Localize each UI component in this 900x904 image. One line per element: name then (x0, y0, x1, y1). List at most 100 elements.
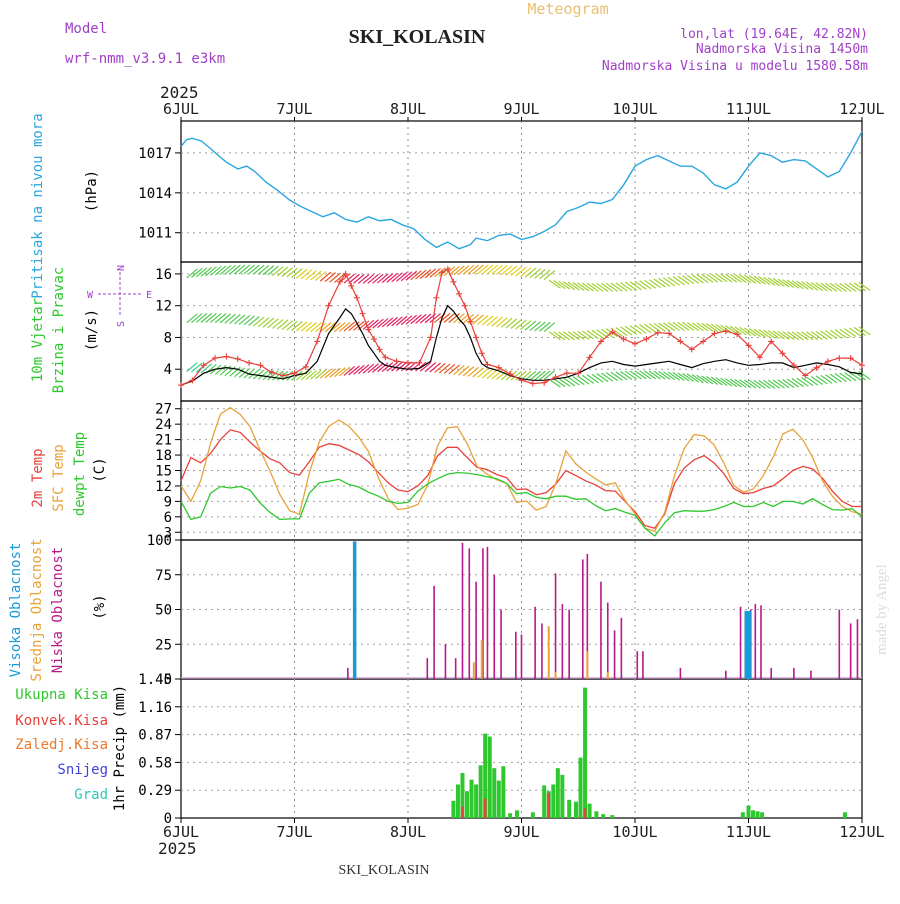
wind-gust-marker (405, 359, 411, 366)
wind-barb (453, 365, 465, 376)
year-bottom: 2025 (158, 839, 197, 858)
convective-precip-bar (547, 793, 550, 818)
wind-barb (725, 378, 738, 388)
wind-barb (686, 373, 700, 383)
wind-barb (229, 264, 241, 275)
wind-gust-marker (666, 330, 673, 337)
total-precip-bar (610, 815, 615, 818)
wind-barb (319, 271, 332, 282)
day-label-bottom: 12JUL (839, 823, 884, 841)
wind-barb (577, 375, 590, 385)
wind-barb (672, 371, 685, 382)
wind-barb (734, 378, 747, 388)
wind-barb (820, 282, 833, 292)
chart-marks (178, 131, 871, 818)
total-precip-bar (551, 784, 556, 818)
wind-barb (291, 321, 303, 331)
wind-barb (462, 366, 475, 377)
wind-barb (253, 369, 265, 380)
wind-barb (825, 282, 838, 292)
temperature-tick-label: 18 (155, 448, 172, 464)
wind-barb (319, 322, 332, 333)
wind-barb (314, 322, 327, 333)
wind-barb (248, 316, 260, 326)
wind-gust-marker (597, 338, 604, 345)
wind-gust-marker (461, 302, 468, 309)
wind-barb (334, 322, 346, 333)
wind-barb (286, 267, 298, 278)
wind-barb (405, 270, 418, 281)
wind-barb (429, 362, 441, 373)
wind-barb (558, 331, 571, 341)
legend-snow: Snijeg (57, 762, 108, 778)
low-cloud-bar (493, 574, 496, 679)
year-top: 2025 (160, 83, 199, 102)
wind-barb (605, 282, 618, 292)
wind-barb (381, 362, 394, 372)
day-label-bottom: 10JUL (612, 823, 657, 841)
wind-barb (419, 361, 432, 372)
wind-barb (586, 330, 599, 340)
wind-barb (567, 331, 580, 341)
wind-gust-marker (382, 354, 389, 361)
wind-barb (753, 275, 766, 285)
wind-barb (629, 281, 642, 291)
pressure-tick-label: 1017 (138, 146, 172, 162)
wind-gust-marker (342, 270, 349, 277)
wind-barb (744, 379, 757, 389)
wind-barb (639, 370, 652, 380)
wind-barb (663, 277, 676, 287)
wind-gust-marker (586, 354, 593, 361)
wind-gust-marker (768, 338, 775, 345)
compass-west: W (87, 290, 94, 301)
wind-gust-marker (291, 370, 298, 377)
wind-barb (615, 327, 628, 337)
wind-barb (267, 265, 279, 276)
wind-barb (562, 331, 576, 341)
wind-barb (415, 313, 427, 324)
wind-barb (848, 282, 862, 292)
precip-tick-label: 0.29 (138, 783, 172, 799)
wind-barb (372, 273, 384, 284)
wind-barb (705, 323, 719, 333)
wind-barb (596, 282, 609, 292)
wind-barb (815, 282, 828, 292)
temperature-tick-label: 9 (164, 494, 172, 510)
wind-barb (496, 265, 508, 275)
wind-barb (620, 326, 633, 336)
wind-barb (324, 368, 337, 379)
wind-gust-marker (836, 355, 843, 362)
wind-barb (658, 322, 671, 332)
compass-south: S (116, 321, 127, 327)
wind-barb (376, 273, 389, 284)
wind-barb (248, 264, 260, 275)
wind-barb (210, 313, 222, 323)
total-precip-bar (601, 814, 606, 818)
wind-barb (686, 322, 700, 332)
wind-barb (448, 313, 460, 323)
temp2m-line (180, 429, 862, 529)
wind-barb (567, 376, 580, 386)
wind-barb (696, 322, 709, 332)
low-cloud-bar (534, 606, 536, 679)
wind-barb (424, 268, 437, 279)
wind-barb (672, 321, 685, 331)
wind-barb (696, 274, 709, 284)
wind-barb (515, 370, 527, 381)
total-precip-bar (451, 800, 456, 818)
wind-gust-marker (700, 338, 707, 345)
wind-barb (186, 362, 198, 373)
wind-barb (191, 362, 203, 373)
wind-gust-marker (223, 353, 230, 360)
temperature-tick-label: 21 (155, 433, 172, 449)
precip-tick-label: 1.45 (138, 672, 172, 688)
wind-barb (729, 273, 742, 283)
wind-barb (691, 274, 704, 284)
wind-barb (624, 325, 638, 335)
wind-barb (653, 322, 666, 332)
wind-barb (734, 274, 747, 284)
wind-speed-line (180, 304, 863, 386)
wind-barb (281, 320, 294, 330)
temperature-tick-label: 6 (164, 510, 172, 526)
wind-barb (229, 366, 241, 377)
